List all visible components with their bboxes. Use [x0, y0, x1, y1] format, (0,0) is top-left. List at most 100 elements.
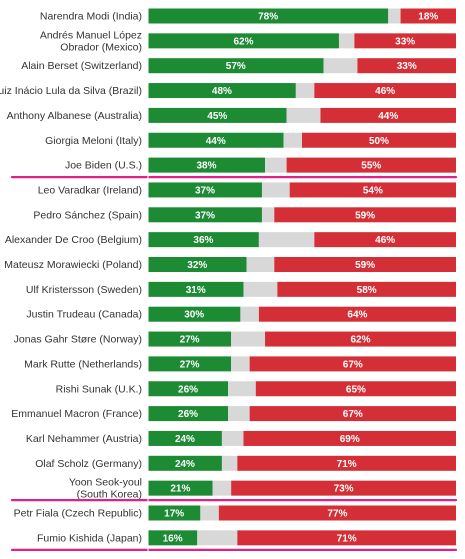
leader-name-label: Alexander De Croo (Belgium) — [5, 234, 142, 246]
approve-bar — [148, 132, 284, 148]
leader-name-label: Yoon Seok-youl — [69, 477, 142, 489]
approve-bar — [148, 8, 389, 24]
disapprove-bar — [314, 83, 456, 99]
disapprove-bar — [286, 157, 456, 173]
approve-value-label: 37% — [195, 210, 215, 221]
approve-bar — [148, 505, 201, 521]
approve-bar — [148, 33, 339, 49]
approve-bar — [148, 480, 213, 496]
leader-name-label: Olaf Scholz (Germany) — [35, 458, 142, 470]
disapprove-bar — [249, 406, 456, 422]
approve-value-label: 17% — [164, 509, 184, 520]
disapprove-value-label: 46% — [375, 235, 395, 246]
approve-value-label: 62% — [233, 36, 253, 47]
neutral-bar — [231, 331, 266, 347]
leader-name-label: Justin Trudeau (Canada) — [26, 309, 142, 321]
disapprove-bar — [274, 207, 456, 223]
neutral-bar — [197, 530, 238, 546]
approve-value-label: 45% — [207, 111, 227, 122]
leader-name-label: Joe Biden (U.S.) — [65, 160, 142, 172]
approve-value-label: 24% — [175, 459, 195, 470]
disapprove-value-label: 33% — [395, 36, 415, 47]
disapprove-value-label: 71% — [337, 459, 357, 470]
disapprove-bar — [249, 356, 456, 372]
neutral-bar — [283, 132, 302, 148]
neutral-bar — [323, 58, 358, 74]
approve-bar — [148, 207, 262, 223]
disapprove-value-label: 50% — [369, 136, 389, 147]
approve-value-label: 21% — [170, 484, 190, 495]
disapprove-bar — [314, 232, 456, 248]
leader-name-label: Emmanuel Macron (France) — [11, 408, 142, 420]
leader-name-label: Petr Fiala (Czech Republic) — [14, 508, 142, 520]
neutral-bar — [228, 381, 256, 397]
disapprove-bar — [277, 281, 456, 297]
leader-name-label: Karl Nehammer (Austria) — [26, 433, 142, 445]
leader-name-label: (South Korea) — [77, 489, 142, 501]
leader-name-label: Andrés Manuel López — [40, 29, 142, 41]
disapprove-value-label: 44% — [378, 111, 398, 122]
disapprove-value-label: 46% — [375, 86, 395, 97]
disapprove-value-label: 59% — [355, 260, 375, 271]
approve-bar — [148, 107, 287, 123]
approve-value-label: 26% — [178, 409, 198, 420]
disapprove-value-label: 62% — [351, 335, 371, 346]
disapprove-bar — [265, 331, 456, 347]
disapprove-bar — [289, 182, 456, 198]
neutral-bar — [221, 455, 238, 471]
approve-bar — [148, 157, 266, 173]
disapprove-bar — [258, 306, 456, 322]
leader-name-label: Obrador (Mexico) — [60, 41, 142, 53]
disapprove-bar — [302, 132, 456, 148]
approve-bar — [148, 83, 296, 99]
approve-bar — [148, 182, 262, 198]
approve-value-label: 57% — [226, 61, 246, 72]
disapprove-value-label: 71% — [337, 533, 357, 544]
neutral-bar — [261, 207, 275, 223]
approve-bar — [148, 381, 229, 397]
disapprove-bar — [255, 381, 456, 397]
disapprove-bar — [218, 505, 456, 521]
approve-value-label: 48% — [212, 86, 232, 97]
approve-value-label: 31% — [186, 285, 206, 296]
disapprove-bar — [400, 8, 456, 24]
approve-bar — [148, 530, 198, 546]
neutral-bar — [258, 232, 315, 248]
approve-bar — [148, 281, 244, 297]
approve-value-label: 16% — [163, 533, 183, 544]
approve-bar — [148, 232, 259, 248]
neutral-bar — [338, 33, 355, 49]
neutral-bar — [212, 480, 232, 496]
disapprove-bar — [274, 257, 456, 272]
approve-value-label: 27% — [180, 359, 200, 370]
disapprove-bar — [320, 107, 456, 123]
disapprove-value-label: 55% — [361, 161, 381, 172]
neutral-bar — [388, 8, 401, 24]
neutral-bar — [240, 306, 259, 322]
disapprove-value-label: 65% — [346, 384, 366, 395]
approve-bar — [148, 455, 222, 471]
approve-bar — [148, 406, 229, 422]
neutral-bar — [265, 157, 287, 173]
disapprove-value-label: 67% — [343, 409, 363, 420]
approve-value-label: 27% — [180, 335, 200, 346]
disapprove-value-label: 73% — [334, 484, 354, 495]
leader-name-label: Alain Berset (Switzerland) — [21, 60, 142, 72]
disapprove-value-label: 59% — [355, 210, 375, 221]
leader-name-label: Mateusz Morawiecki (Poland) — [4, 259, 142, 271]
approve-bar — [148, 430, 222, 446]
disapprove-bar — [237, 530, 456, 546]
leader-name-label: Leo Varadkar (Ireland) — [38, 184, 142, 196]
neutral-bar — [228, 406, 250, 422]
neutral-bar — [231, 356, 250, 372]
approve-value-label: 36% — [193, 235, 213, 246]
approve-bar — [148, 331, 232, 347]
leader-name-label: Pedro Sánchez (Spain) — [33, 209, 142, 221]
disapprove-value-label: 77% — [327, 509, 347, 520]
neutral-bar — [243, 281, 278, 297]
approve-value-label: 24% — [175, 434, 195, 445]
leader-name-label: Rishi Sunak (U.K.) — [56, 383, 142, 395]
disapprove-bar — [237, 455, 456, 471]
